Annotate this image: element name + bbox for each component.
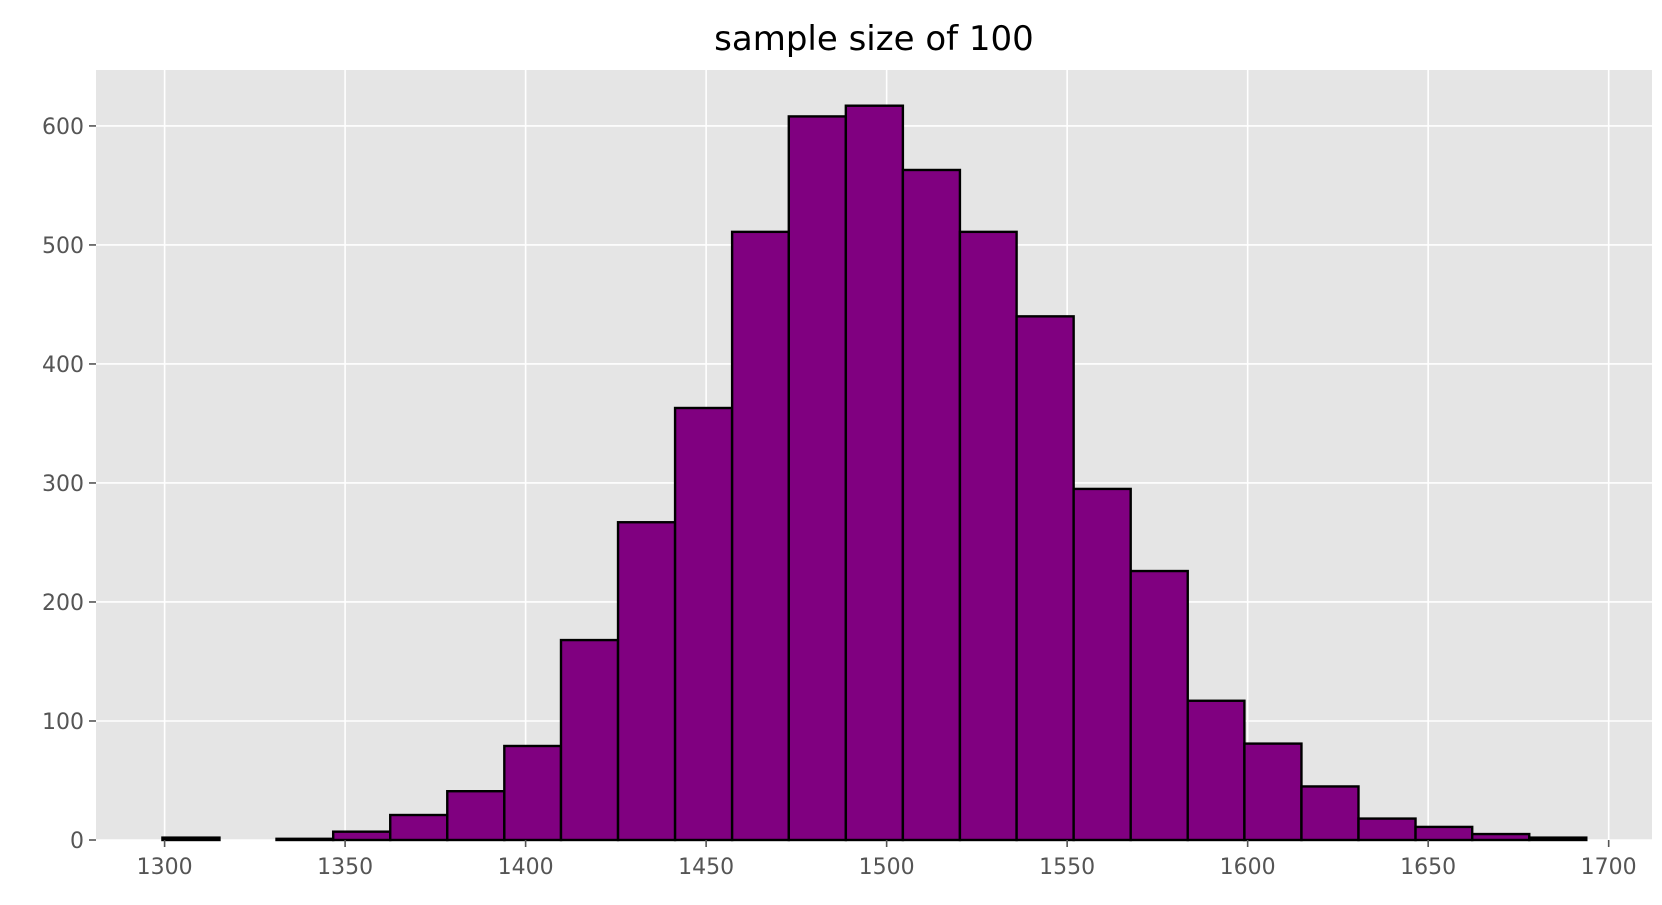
histogram-bar [1243, 742, 1303, 842]
x-tick-label: 1500 [859, 855, 915, 880]
histogram-bar [1129, 569, 1189, 842]
y-tick-label: 300 [42, 472, 84, 497]
y-tick-label: 100 [42, 710, 84, 735]
y-tick-label: 500 [42, 234, 84, 259]
histogram-bar [673, 406, 734, 842]
x-tick-label: 1650 [1400, 855, 1456, 880]
histogram-bar [1528, 836, 1588, 842]
histogram-bar [1471, 832, 1531, 842]
histogram-bar [446, 790, 506, 842]
x-tick-label: 1600 [1220, 855, 1276, 880]
histogram-bar [1186, 699, 1246, 842]
histogram-bar [901, 168, 962, 842]
histogram-bar [559, 638, 620, 842]
histogram-bar [616, 521, 677, 842]
histogram-bar [161, 836, 221, 842]
y-tick-label: 0 [70, 829, 84, 854]
histogram-bar [1414, 825, 1474, 842]
histogram-bar [1072, 487, 1132, 842]
histogram-bar [275, 837, 335, 842]
x-tick-label: 1700 [1581, 855, 1637, 880]
histogram-bar [1357, 817, 1417, 842]
histogram-bar [1300, 785, 1360, 842]
histogram-bar [730, 230, 790, 842]
histogram-bar [389, 813, 449, 842]
histogram-bar [787, 115, 848, 842]
y-tick-label: 400 [42, 353, 84, 378]
y-tick-label: 600 [42, 115, 84, 140]
x-tick-label: 1400 [498, 855, 554, 880]
histogram-bars [161, 104, 1588, 842]
histogram-bar [958, 230, 1018, 842]
y-tick-label: 200 [42, 591, 84, 616]
histogram-bar [331, 830, 392, 842]
x-tick-label: 1550 [1039, 855, 1095, 880]
histogram-bar [844, 104, 905, 842]
axis-ticks: 1300 1350 1400 1450 1500 1550 1600 1650 1700 0 100… [42, 115, 1637, 880]
chart-title: sample size of 100 [714, 19, 1034, 59]
histogram-bar [503, 744, 563, 842]
x-tick-label: 1350 [317, 855, 373, 880]
x-tick-label: 1300 [137, 855, 193, 880]
x-tick-label: 1450 [678, 855, 734, 880]
histogram-bar [1015, 315, 1075, 842]
